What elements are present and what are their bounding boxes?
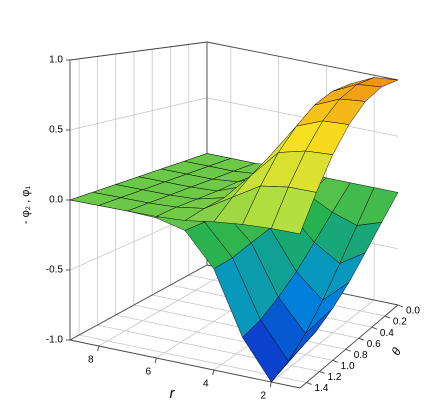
z-tick-label: 1.0	[49, 55, 63, 66]
tick-mark	[397, 304, 404, 308]
z-tick-label: -1.0	[46, 335, 64, 346]
x-tick-label: 4	[203, 379, 209, 390]
y-tick-label: 0.6	[367, 339, 381, 350]
tick-mark	[212, 369, 215, 376]
grid-line	[69, 97, 208, 131]
grid-line	[271, 299, 375, 383]
z-tick-label: 0.0	[49, 195, 63, 206]
x-tick-label: 8	[88, 355, 94, 366]
y-tick-label: 1.2	[328, 372, 342, 383]
y-tick-label: 0.0	[406, 306, 420, 317]
y-tick-label: 1.4	[315, 383, 329, 394]
y-tick-label: 0.4	[380, 328, 394, 339]
tick-mark	[358, 337, 364, 341]
axis-edge	[299, 304, 399, 389]
x-tick-label: 2	[260, 391, 266, 402]
grid-line	[206, 97, 399, 137]
tick-mark	[269, 381, 272, 388]
tick-mark	[384, 315, 391, 319]
tick-mark	[154, 357, 157, 364]
axis-edge	[206, 41, 399, 81]
axis-edge	[69, 264, 208, 341]
tick-mark	[371, 326, 378, 330]
surface-cell	[271, 330, 317, 383]
tick-mark	[332, 359, 338, 363]
axis-edge	[69, 41, 208, 61]
z-axis-label: - φ₂ , φ₁	[20, 186, 32, 224]
y-tick-label: 0.2	[393, 317, 407, 328]
y-axis-label: θ	[389, 345, 405, 358]
x-axis-label: r	[170, 385, 176, 402]
y-tick-label: 0.8	[354, 350, 368, 361]
tick-mark	[345, 348, 351, 352]
z-tick-label: 0.5	[49, 125, 63, 136]
surface-cell	[271, 186, 317, 235]
tick-mark	[306, 382, 312, 385]
x-tick-label: 6	[145, 367, 151, 378]
tick-mark	[97, 345, 100, 352]
grid-line	[98, 269, 232, 347]
tick-mark	[319, 370, 325, 374]
z-tick-label: -0.5	[46, 265, 64, 276]
y-tick-label: 1.0	[341, 361, 355, 372]
axis-edge	[69, 339, 301, 389]
